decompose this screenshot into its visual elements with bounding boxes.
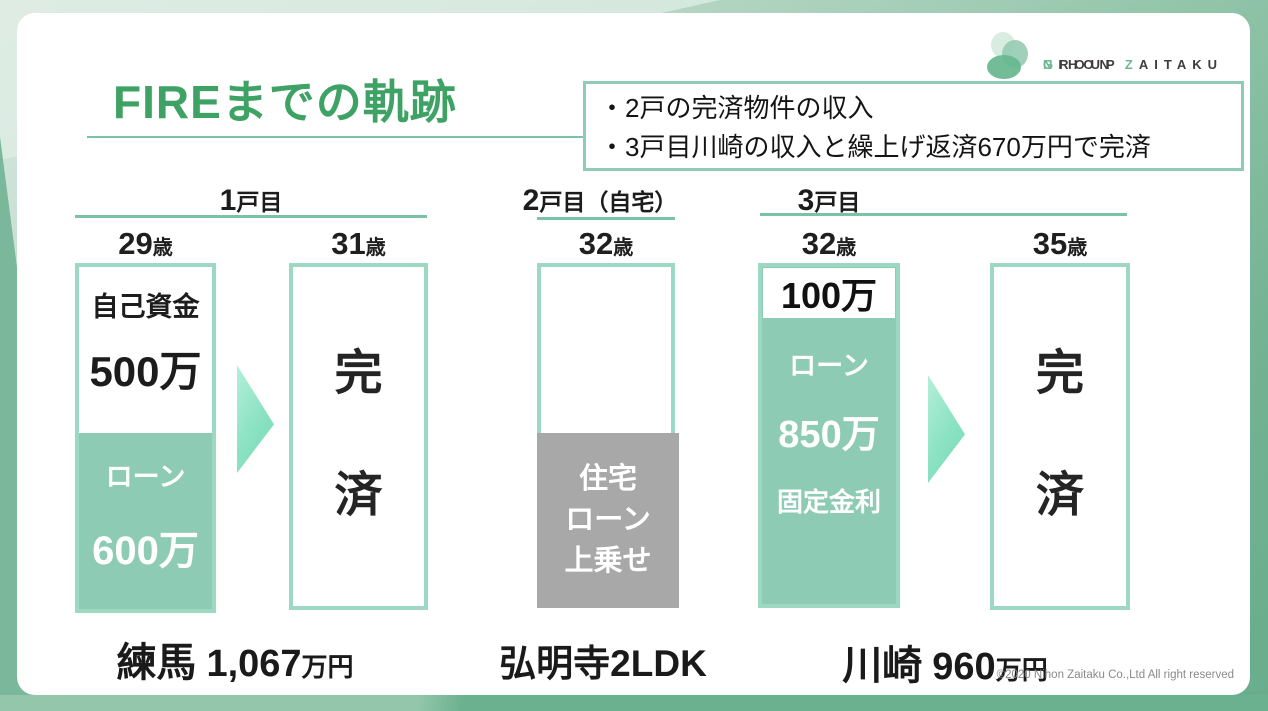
property-1-loan-section: ローン 600万 [79,433,212,609]
mortgage-line-3: 上乗せ [564,545,652,577]
property-1-name: 練馬 [116,641,197,685]
age-label-35: 35歳 [1032,226,1088,261]
loan-amount: 600万 [92,529,199,573]
paid-off-char-1: 完 [334,347,383,400]
property-1-equity-section: 自己資金 500万 [79,267,212,433]
section-1-header: 1戸目 [219,184,283,217]
property-3-name: 川崎 [842,644,923,688]
property-1-name-price: 練馬 1,067万円 [65,630,405,688]
loan-amount-3: 850万 [778,414,880,456]
mortgage-line-1: 住宅 [578,463,637,495]
company-logo: NIHON ZAITAKU GROUP [983,25,1263,87]
property-3-name-price: 川崎 960万円 [758,633,1132,691]
loan-label: ローン [105,462,186,492]
arrow-right-icon [237,365,274,473]
property-1-price: 1,067 [206,643,302,685]
paid-off-char-2: 済 [1035,469,1084,522]
note-line-1: ・2戸の完済物件の収入 [599,93,874,123]
paid-off-char-2: 済 [334,469,383,522]
age-label-29: 29歳 [118,226,173,261]
property-2-mortgage-box: 住宅 ローン 上乗せ [537,433,679,608]
property-1-paid-off-box: 完 済 [289,263,428,610]
fixed-rate-label: 固定金利 [776,487,881,517]
arrow-right-icon-2 [928,375,965,483]
property-3-price-unit: 万円 [995,655,1048,685]
logo-line-1: NIHON ZAITAKU [1043,57,1223,72]
property-3-funding-box: 100万 ローン 850万 固定金利 [758,263,900,608]
section-1-underline [75,215,427,218]
property-1-funding-box: 自己資金 500万 ローン 600万 [75,263,216,613]
bottom-ribbon [0,695,1268,711]
property-3-price: 960 [932,646,996,688]
section-3-underline [760,213,1127,216]
age-label-31: 31歳 [331,226,386,261]
cloud-logo-icon [987,32,1028,79]
paid-off-char-1: 完 [1035,347,1084,400]
page-title: FIREまでの軌跡 [113,76,457,128]
summary-note-box: ・2戸の完済物件の収入 ・3戸目川崎の収入と繰上げ返済670万円で完済 [583,81,1244,171]
equity-label: 自己資金 [91,292,200,322]
section-3-header: 3戸目 [797,184,861,217]
age-label-32-third: 32歳 [801,226,857,261]
property-2-name: 弘明寺2LDK [499,643,707,684]
copyright-text: ©2020 Nihon Zaitaku Co.,Ltd All right re… [996,669,1234,681]
age-label-32-home: 32歳 [578,226,634,261]
note-line-2: ・3戸目川崎の収入と繰上げ返済670万円で完済 [599,132,1151,162]
logo-line-2: GROUP [1043,57,1121,72]
title-underline [87,136,584,138]
property-1-price-unit: 万円 [301,652,354,682]
down-payment-band: 100万 [763,268,895,318]
loan-label-3: ローン [789,351,869,381]
property-3-paid-off-box: 完 済 [990,263,1130,610]
mortgage-line-2: ローン [565,504,651,536]
slide-card: FIREまでの軌跡 NIHON ZAITAKU GROUP ・2戸の完済物件の収入… [17,13,1250,695]
section-2-header: 2戸目（自宅） [522,184,678,217]
equity-amount: 500万 [89,348,202,395]
section-2-underline [537,217,675,220]
